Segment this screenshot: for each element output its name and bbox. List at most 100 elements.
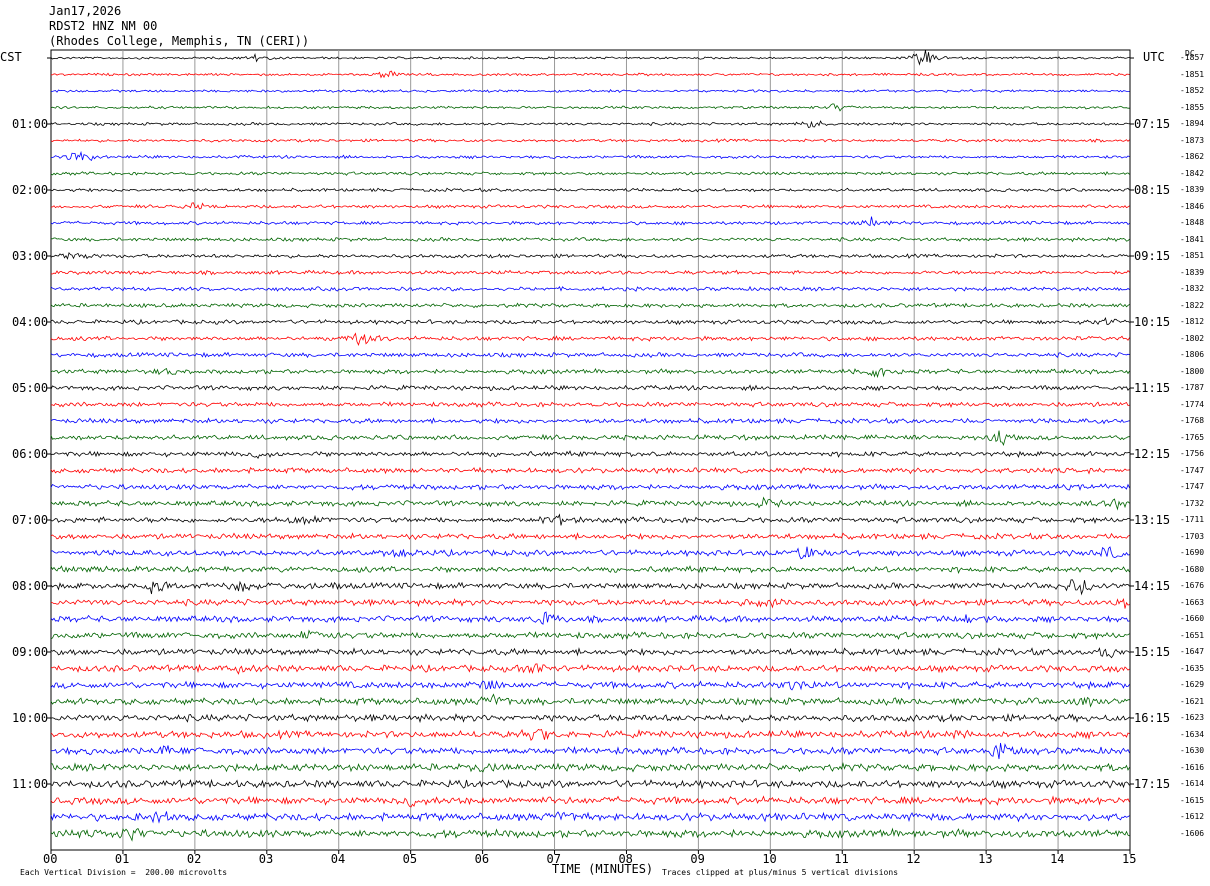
seismic-trace-43 — [50, 762, 1130, 773]
dc-offset-value: -1802 — [1180, 333, 1205, 343]
seismic-trace-5 — [50, 138, 1130, 143]
dc-offset-header: DC — [1185, 49, 1195, 58]
dc-offset-value: -1862 — [1180, 152, 1205, 161]
dc-offset-value: -1634 — [1180, 729, 1205, 739]
seismic-trace-30 — [50, 546, 1130, 560]
left-hour-label: 10:00 — [12, 711, 49, 725]
dc-offset-value: -1852 — [1180, 86, 1205, 95]
seismic-trace-35 — [50, 629, 1130, 641]
dc-offset-value: -1606 — [1180, 828, 1205, 838]
dc-offset-value: -1842 — [1180, 168, 1205, 178]
seismic-trace-26 — [50, 482, 1130, 491]
x-tick-label: 05 — [402, 852, 418, 866]
right-timezone-label: UTC — [1143, 50, 1165, 64]
right-hour-label: 09:15 — [1134, 249, 1171, 263]
dc-offset-value: -1855 — [1180, 102, 1205, 112]
dc-offset-value: -1676 — [1180, 581, 1205, 590]
seismic-trace-22 — [50, 417, 1130, 425]
dc-offset-value: -1651 — [1180, 630, 1205, 640]
seismic-trace-29 — [50, 532, 1130, 541]
dc-offset-value: -1680 — [1180, 564, 1205, 574]
right-hour-label: 11:15 — [1134, 381, 1171, 395]
x-tick-label: 02 — [186, 852, 202, 866]
dc-offset-value: -1806 — [1180, 350, 1205, 359]
seismic-trace-14 — [50, 285, 1130, 292]
seismic-trace-16 — [50, 317, 1130, 326]
dc-offset-value: -1660 — [1180, 614, 1205, 623]
station-code: RDST2 HNZ NM 00 — [49, 19, 158, 33]
left-hour-label: 06:00 — [12, 447, 49, 461]
dc-offset-value: -1747 — [1180, 482, 1205, 491]
right-hour-label: 16:15 — [1134, 711, 1171, 725]
x-tick-label: 07 — [546, 852, 561, 866]
seismic-trace-25 — [50, 466, 1130, 475]
x-tick-label: 14 — [1050, 852, 1065, 866]
x-tick-label: 08 — [618, 852, 633, 866]
left-hour-label: 11:00 — [12, 777, 49, 791]
dc-offset-value: -1841 — [1180, 234, 1205, 244]
dc-offset-value: -1857 — [1180, 53, 1205, 62]
right-hour-label: 15:15 — [1134, 645, 1171, 659]
seismic-trace-11 — [51, 236, 1130, 243]
clip-note: Traces clipped at plus/minus 5 vertical … — [662, 868, 899, 877]
dc-offset-value: -1630 — [1180, 746, 1205, 755]
dc-offset-value: -1690 — [1180, 548, 1205, 557]
left-hour-label: 03:00 — [12, 249, 49, 263]
seismic-trace-34 — [50, 611, 1130, 625]
dc-offset-value: -1800 — [1180, 366, 1205, 376]
dc-offset-value: -1839 — [1180, 267, 1205, 277]
seismic-trace-39 — [50, 693, 1130, 708]
right-hour-label: 10:15 — [1134, 315, 1171, 329]
dc-offset-value: -1612 — [1180, 812, 1205, 821]
seismic-trace-33 — [50, 598, 1130, 609]
seismic-trace-9 — [50, 202, 1130, 210]
left-hour-label: 04:00 — [12, 315, 49, 329]
dc-offset-value: -1711 — [1180, 515, 1205, 524]
dc-offset-value: -1635 — [1180, 663, 1205, 673]
dc-offset-value: -1621 — [1180, 696, 1205, 706]
x-tick-label: 01 — [114, 852, 130, 866]
seismic-trace-46 — [50, 811, 1130, 824]
seismic-trace-18 — [50, 351, 1130, 359]
dc-offset-value: -1756 — [1180, 449, 1205, 458]
dc-offset-value: -1703 — [1180, 531, 1205, 541]
seismic-trace-20 — [50, 384, 1130, 392]
x-tick-label: 13 — [978, 852, 993, 866]
dc-offset-value: -1732 — [1180, 498, 1205, 508]
dc-offset-value: -1629 — [1180, 680, 1205, 689]
seismic-trace-6 — [50, 150, 1130, 161]
dc-offset-value: -1851 — [1180, 69, 1205, 79]
dc-offset-value: -1812 — [1180, 317, 1205, 326]
x-tick-label: 04 — [330, 852, 346, 866]
chart-date: Jan17,2026 — [49, 4, 122, 18]
dc-offset-value: -1873 — [1180, 135, 1205, 145]
dc-offset-value: -1832 — [1180, 284, 1205, 293]
seismic-trace-31 — [50, 565, 1130, 574]
right-hour-label: 12:15 — [1134, 447, 1171, 461]
seismic-trace-2 — [51, 89, 1130, 93]
left-hour-label: 05:00 — [12, 381, 49, 395]
seismic-trace-32 — [50, 579, 1130, 596]
dc-offset-value: -1747 — [1180, 465, 1205, 475]
seismic-trace-45 — [50, 795, 1130, 808]
seismic-trace-0 — [50, 49, 1130, 66]
seismic-trace-1 — [50, 70, 1130, 79]
seismic-trace-19 — [50, 367, 1130, 379]
x-axis-label: TIME (MINUTES) — [552, 862, 654, 876]
x-tick-label: 06 — [474, 852, 490, 866]
dc-offset-value: -1839 — [1180, 185, 1205, 194]
x-tick-label: 09 — [690, 852, 705, 866]
seismic-trace-28 — [50, 513, 1130, 526]
x-tick-label: 12 — [906, 852, 921, 866]
station-location: (Rhodes College, Memphis, TN (CERI)) — [49, 34, 310, 48]
dc-offset-value: -1774 — [1180, 399, 1205, 409]
x-tick-label: 11 — [834, 852, 849, 866]
seismic-trace-12 — [50, 251, 1130, 260]
right-hour-label: 13:15 — [1134, 513, 1171, 527]
dc-offset-value: -1615 — [1180, 795, 1205, 805]
dc-offset-value: -1647 — [1180, 647, 1205, 656]
dc-offset-value: -1614 — [1180, 779, 1205, 788]
dc-offset-value: -1851 — [1180, 251, 1205, 260]
seismic-trace-17 — [50, 332, 1130, 347]
scale-note: Each Vertical Division = 200.00 microvol… — [20, 868, 228, 877]
